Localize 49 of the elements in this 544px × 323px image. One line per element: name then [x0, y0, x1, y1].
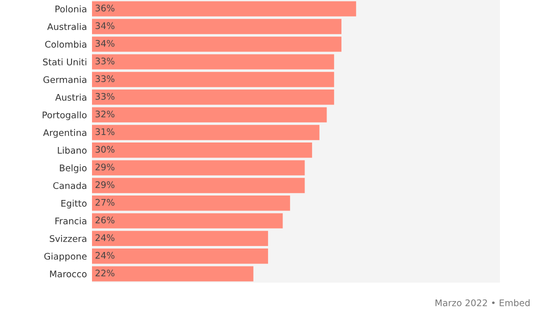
y-tick-label: Polonia — [56, 5, 86, 12]
y-tick-label: Belgio — [60, 164, 87, 174]
data-label: 29% — [96, 164, 114, 170]
y-tick-label: Colombia — [45, 40, 86, 48]
bar — [92, 54, 334, 70]
bar — [92, 213, 283, 228]
data-label: 34% — [96, 40, 114, 47]
y-tick-label: Svizzera — [50, 235, 86, 242]
data-label: 30% — [96, 146, 114, 153]
bar — [92, 18, 342, 34]
data-label: 31% — [96, 128, 114, 136]
y-tick-label: Portogallo — [42, 111, 87, 120]
data-label: 36% — [96, 4, 114, 12]
bar — [92, 178, 305, 194]
data-label: 33% — [96, 75, 114, 82]
text: Marzo 2022 • Embed — [436, 299, 530, 306]
y-tick-label: Libano — [58, 146, 87, 154]
y-tick-label: Stati Uniti — [43, 58, 86, 66]
y-tick-label: Francia — [55, 217, 86, 224]
bar — [92, 107, 327, 122]
data-label: 24% — [96, 252, 114, 259]
bar — [92, 124, 320, 140]
y-tick-label: Marocco — [50, 270, 87, 278]
y-tick-label: Egitto — [61, 200, 87, 208]
data-label: 27% — [96, 198, 114, 206]
data-label: 32% — [96, 110, 114, 118]
y-tick-label: Giappone — [44, 252, 87, 262]
bar — [92, 142, 312, 158]
data-label: 33% — [96, 92, 114, 100]
data-label: 26% — [96, 216, 114, 224]
bar — [92, 36, 342, 52]
data-label: 34% — [96, 22, 114, 30]
y-tick-label: Austria — [55, 94, 86, 101]
bar — [92, 196, 290, 211]
y-tick-label: Australia — [47, 23, 86, 30]
bar — [92, 230, 268, 246]
bar — [92, 72, 334, 88]
y-tick-label: Germania — [43, 76, 86, 84]
y-tick-label: Canada — [53, 182, 86, 190]
data-label: 33% — [96, 58, 114, 64]
data-label: 24% — [96, 234, 114, 242]
bar — [92, 160, 305, 176]
bar — [92, 1, 356, 16]
bar — [92, 248, 268, 264]
bar — [92, 266, 254, 282]
bar — [92, 90, 334, 105]
data-label: 22% — [96, 270, 114, 276]
y-tick-label: Argentina — [43, 129, 86, 138]
data-label: 29% — [96, 181, 114, 188]
